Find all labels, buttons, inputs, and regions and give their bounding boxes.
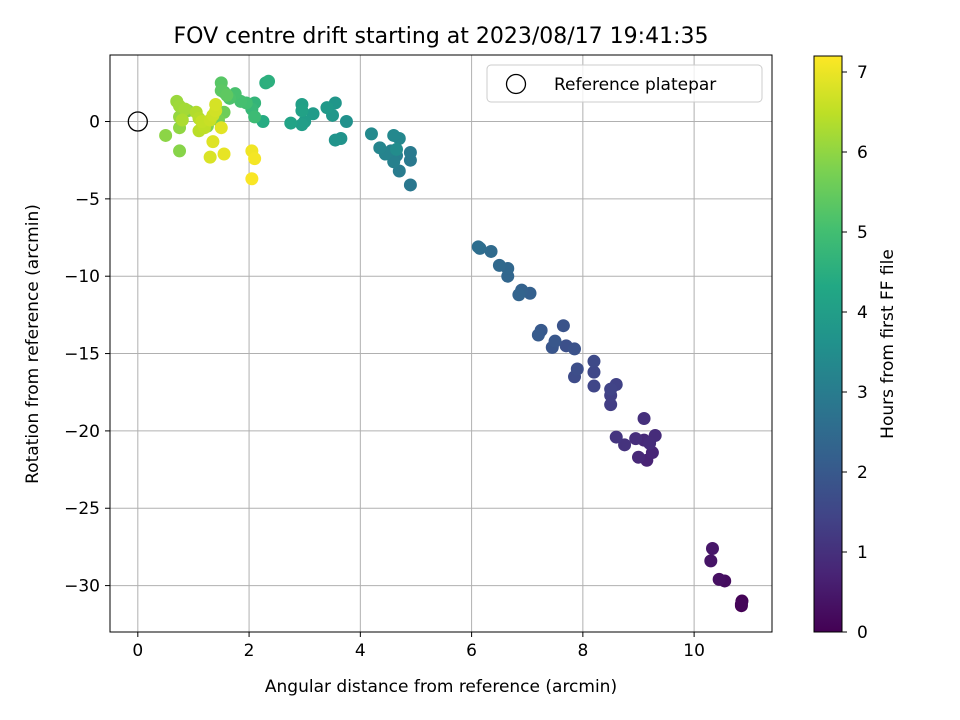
x-tick-label: 2 — [244, 641, 255, 661]
scatter-point — [295, 104, 309, 118]
scatter-point — [734, 597, 748, 611]
scatter-point — [512, 288, 526, 302]
scatter-point — [328, 133, 342, 147]
scatter-point — [531, 328, 545, 342]
colorbar-tick-label: 1 — [857, 543, 868, 563]
scatter-point — [217, 147, 231, 161]
scatter-point — [618, 438, 632, 452]
colorbar-label: Hours from first FF file — [878, 249, 898, 439]
scatter-point — [387, 128, 401, 142]
y-tick-label: 0 — [89, 113, 100, 133]
scatter-point — [364, 127, 378, 141]
scatter-point — [262, 74, 276, 88]
colorbar-tick-label: 7 — [857, 63, 868, 83]
scatter-point — [712, 572, 726, 586]
scatter-point — [704, 554, 718, 568]
legend-box — [486, 64, 763, 103]
scatter-point — [203, 150, 217, 164]
scatter-point — [629, 432, 643, 446]
scatter-point — [403, 178, 417, 192]
legend: Reference platepar — [486, 64, 763, 103]
grid — [110, 55, 772, 632]
plot-frame — [109, 54, 773, 633]
colorbar-frame — [813, 55, 843, 633]
scatter-point — [609, 430, 623, 444]
colorbar-ticks: 0 1 2 3 4 5 6 7 — [842, 63, 868, 643]
scatter-point — [403, 145, 417, 159]
chart-title: FOV centre drift starting at 2023/08/17 … — [174, 24, 709, 49]
scatter-point — [556, 319, 570, 333]
colorbar-tick-label: 2 — [857, 463, 868, 483]
scatter-point — [587, 379, 601, 393]
scatter-point — [387, 155, 401, 169]
scatter-point — [570, 362, 584, 376]
y-tick-label: −10 — [64, 267, 100, 287]
y-tick-label: −30 — [64, 577, 100, 597]
scatter-point — [214, 121, 228, 135]
scatter-point — [159, 128, 173, 142]
scatter-point — [209, 98, 223, 112]
scatter-point — [173, 144, 187, 158]
colorbar-tick-label: 0 — [857, 623, 868, 643]
y-tick-label: −25 — [64, 499, 100, 519]
scatter-point — [705, 541, 719, 555]
reference-platepar-point — [127, 111, 148, 132]
y-axis-ticks: 0 −5 −10 −15 −20 −25 −30 — [64, 113, 110, 597]
legend-entry-reference: Reference platepar — [554, 75, 716, 95]
scatter-point — [643, 436, 657, 450]
scatter-point — [389, 142, 403, 156]
scatter-point — [178, 102, 192, 116]
scatter-point — [568, 342, 582, 356]
scatter-point — [604, 382, 618, 396]
scatter-point — [220, 88, 234, 102]
legend-reference-marker — [505, 73, 527, 95]
scatter-point — [320, 101, 334, 115]
x-tick-label: 6 — [466, 641, 477, 661]
colorbar-tick-label: 6 — [857, 143, 868, 163]
scatter-point — [306, 107, 320, 121]
x-axis-label: Angular distance from reference (arcmin) — [265, 677, 617, 697]
scatter-point — [471, 240, 485, 254]
colorbar-tick-label: 4 — [857, 303, 868, 323]
scatter-point — [339, 115, 353, 129]
scatter-point — [492, 258, 506, 272]
colorbar-gradient — [814, 56, 842, 632]
scatter-point — [175, 113, 189, 127]
scatter-point — [484, 244, 498, 258]
colorbar: 0 1 2 3 4 5 6 7 Hours from first FF file — [813, 55, 898, 643]
scatter-point — [248, 110, 262, 124]
x-tick-label: 4 — [355, 641, 366, 661]
scatter-point — [548, 334, 562, 348]
reference-marker — [127, 111, 148, 132]
x-axis-ticks: 0 2 4 6 8 10 — [132, 632, 705, 661]
y-tick-label: −5 — [75, 190, 100, 210]
scatter-point — [295, 118, 309, 132]
x-tick-label: 0 — [132, 641, 143, 661]
y-tick-label: −20 — [64, 422, 100, 442]
colorbar-tick-label: 3 — [857, 383, 868, 403]
scatter-point — [245, 172, 259, 186]
scatter-point — [604, 398, 618, 412]
scatter-point — [587, 365, 601, 379]
x-tick-label: 10 — [683, 641, 705, 661]
scatter-point — [248, 152, 262, 166]
scatter-point — [206, 135, 220, 149]
colorbar-tick-label: 5 — [857, 223, 868, 243]
scatter-points — [159, 74, 749, 613]
scatter-point — [631, 450, 645, 464]
scatter-point — [373, 141, 387, 155]
y-axis-label: Rotation from reference (arcmin) — [23, 204, 43, 484]
scatter-point — [637, 412, 651, 426]
scatter-point — [284, 116, 298, 130]
scatter-point — [587, 354, 601, 368]
y-tick-label: −15 — [64, 345, 100, 365]
x-tick-label: 8 — [577, 641, 588, 661]
